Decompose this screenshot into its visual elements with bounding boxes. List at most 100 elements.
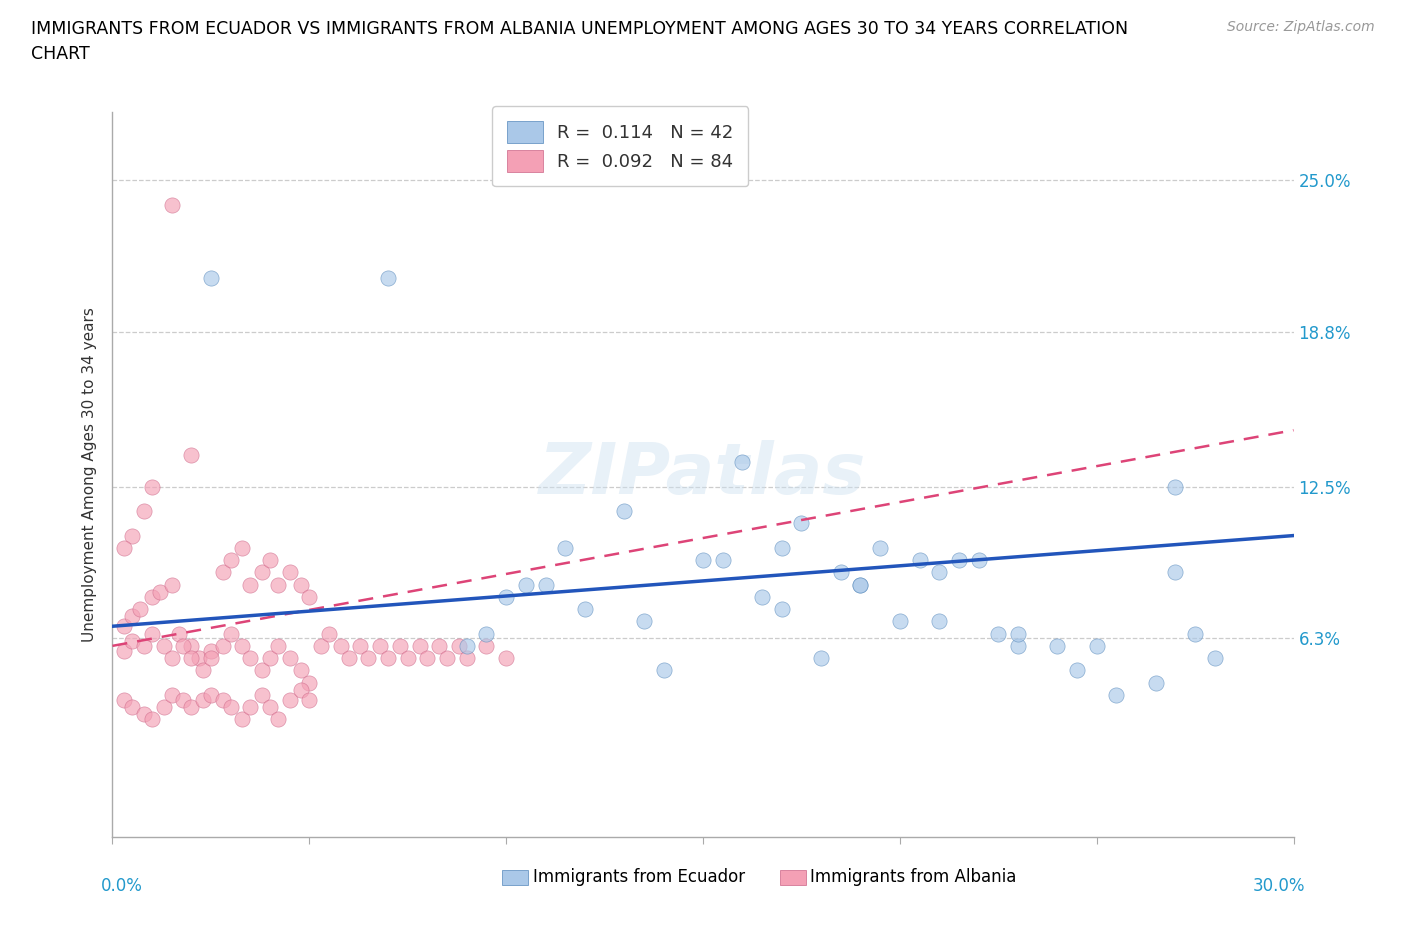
Point <box>180 447 202 462</box>
Point <box>141 712 163 727</box>
Point <box>309 638 332 653</box>
Point <box>160 197 183 212</box>
Point <box>1007 638 1029 653</box>
Point <box>278 692 301 707</box>
Point <box>141 479 163 494</box>
Point <box>129 602 152 617</box>
Point <box>121 699 143 714</box>
Point <box>259 552 281 567</box>
Point <box>267 578 290 592</box>
Point <box>329 638 352 653</box>
Point <box>1164 565 1187 579</box>
Point <box>200 644 222 658</box>
Point <box>1046 638 1069 653</box>
Point <box>298 675 321 690</box>
Legend: R =  0.114   N = 42, R =  0.092   N = 84: R = 0.114 N = 42, R = 0.092 N = 84 <box>492 106 748 186</box>
Point <box>250 565 273 579</box>
Point <box>711 552 734 567</box>
Point <box>1105 687 1128 702</box>
Point <box>1144 675 1167 690</box>
Point <box>751 590 773 604</box>
Point <box>908 552 931 567</box>
Text: 0.0%: 0.0% <box>101 877 142 895</box>
Point <box>377 271 399 286</box>
Point <box>132 504 155 519</box>
Point <box>298 692 321 707</box>
Point <box>692 552 714 567</box>
Point <box>1184 626 1206 641</box>
Point <box>259 651 281 666</box>
Point <box>928 565 950 579</box>
Y-axis label: Unemployment Among Ages 30 to 34 years: Unemployment Among Ages 30 to 34 years <box>82 307 97 642</box>
Point <box>191 692 214 707</box>
Point <box>790 516 813 531</box>
Point <box>160 687 183 702</box>
Point <box>278 565 301 579</box>
Point <box>121 528 143 543</box>
Point <box>967 552 990 567</box>
Point <box>152 699 174 714</box>
Point <box>948 552 970 567</box>
Point <box>219 626 242 641</box>
Point <box>112 540 135 555</box>
Text: CHART: CHART <box>31 45 90 62</box>
Point <box>377 651 399 666</box>
Point <box>200 271 222 286</box>
Point <box>160 578 183 592</box>
Point <box>172 638 194 653</box>
Point <box>337 651 360 666</box>
Point <box>191 663 214 678</box>
Point <box>112 644 135 658</box>
Point <box>1164 479 1187 494</box>
Point <box>141 626 163 641</box>
Point <box>239 699 262 714</box>
Point <box>149 584 172 599</box>
Point <box>211 565 233 579</box>
Point <box>180 638 202 653</box>
Point <box>211 692 233 707</box>
Point <box>652 663 675 678</box>
Point <box>180 699 202 714</box>
Point <box>928 614 950 629</box>
Point <box>132 638 155 653</box>
Point <box>889 614 911 629</box>
Point <box>231 638 253 653</box>
Point <box>574 602 596 617</box>
Point <box>408 638 430 653</box>
Point <box>396 651 419 666</box>
Point <box>121 633 143 648</box>
Point <box>447 638 470 653</box>
Point <box>849 578 872 592</box>
Point <box>1066 663 1088 678</box>
Point <box>267 712 290 727</box>
Point <box>132 707 155 722</box>
Point <box>219 699 242 714</box>
Point <box>278 651 301 666</box>
Point <box>633 614 655 629</box>
Point <box>267 638 290 653</box>
Point <box>200 687 222 702</box>
Point <box>211 638 233 653</box>
Point <box>231 712 253 727</box>
Bar <box>780 870 806 884</box>
Point <box>250 687 273 702</box>
Point <box>250 663 273 678</box>
Point <box>830 565 852 579</box>
Point <box>239 651 262 666</box>
Point <box>298 590 321 604</box>
Point <box>112 618 135 633</box>
Point <box>121 609 143 624</box>
Point <box>1085 638 1108 653</box>
Point <box>169 626 191 641</box>
Point <box>141 590 163 604</box>
Point <box>1007 626 1029 641</box>
Point <box>613 504 636 519</box>
Text: Source: ZipAtlas.com: Source: ZipAtlas.com <box>1227 20 1375 34</box>
Point <box>318 626 340 641</box>
Point <box>770 540 793 555</box>
Point <box>160 651 183 666</box>
Point <box>534 578 557 592</box>
Text: IMMIGRANTS FROM ECUADOR VS IMMIGRANTS FROM ALBANIA UNEMPLOYMENT AMONG AGES 30 TO: IMMIGRANTS FROM ECUADOR VS IMMIGRANTS FR… <box>31 20 1128 38</box>
Point <box>495 651 517 666</box>
Text: Immigrants from Albania: Immigrants from Albania <box>810 868 1017 886</box>
